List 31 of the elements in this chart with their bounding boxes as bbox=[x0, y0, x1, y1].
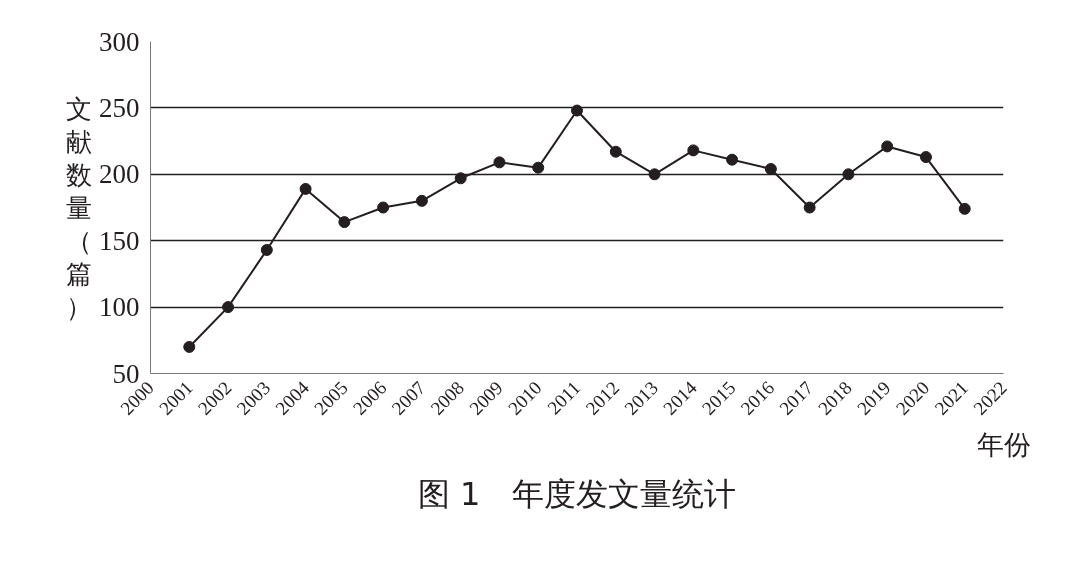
point bbox=[183, 340, 196, 353]
point bbox=[377, 201, 390, 214]
point bbox=[454, 172, 467, 185]
y-tick-label: 50 bbox=[112, 358, 140, 389]
y-axis-title: 文献数量（篇） bbox=[66, 93, 92, 322]
y-tick-label: 250 bbox=[99, 92, 140, 123]
point bbox=[260, 244, 273, 256]
point bbox=[338, 216, 351, 229]
x-tick-label: 2011 bbox=[543, 377, 585, 419]
point bbox=[803, 201, 816, 214]
point bbox=[299, 182, 312, 195]
point bbox=[415, 194, 428, 207]
y-tick-label: 150 bbox=[99, 225, 140, 256]
x-axis-title: 年份 bbox=[976, 428, 1031, 460]
point bbox=[958, 202, 971, 215]
point bbox=[687, 144, 700, 157]
y-tick-label: 100 bbox=[99, 292, 140, 323]
point bbox=[842, 168, 855, 181]
y-tick-label: 200 bbox=[99, 159, 140, 190]
point bbox=[919, 151, 932, 164]
point bbox=[726, 153, 739, 166]
point bbox=[764, 163, 777, 175]
point bbox=[532, 161, 545, 174]
text: 图 1 年度发文量统计 bbox=[417, 474, 737, 513]
point bbox=[609, 145, 622, 158]
point bbox=[493, 156, 506, 169]
point bbox=[648, 168, 661, 181]
point bbox=[571, 104, 583, 117]
y-tick-label: 300 bbox=[99, 26, 140, 57]
point bbox=[881, 140, 894, 153]
point bbox=[222, 301, 235, 314]
